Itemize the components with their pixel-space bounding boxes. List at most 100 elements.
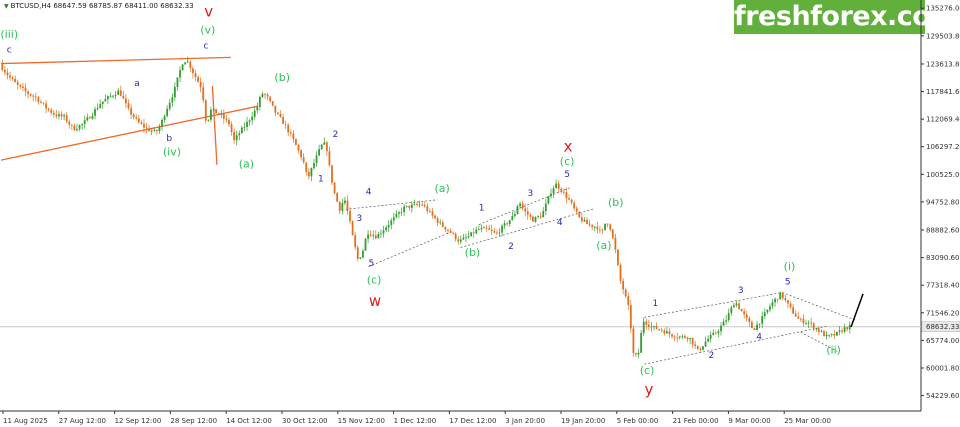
candle-body <box>184 62 187 65</box>
candle-body <box>823 331 825 337</box>
candle-body <box>784 298 787 301</box>
candle-body <box>289 132 292 134</box>
candle-body <box>421 204 424 206</box>
candle-body <box>204 100 207 121</box>
candle-body <box>828 334 831 336</box>
candle-body <box>292 133 295 140</box>
candle-body <box>359 257 362 259</box>
symbol-label: BTCUSD,H4 <box>10 2 52 10</box>
candle-body <box>377 233 380 239</box>
candle-body <box>112 95 114 97</box>
candle-body <box>186 61 189 63</box>
wave-label-minor: c <box>203 41 208 51</box>
candle-body <box>769 306 771 310</box>
candle-body <box>807 322 810 324</box>
candle-body <box>29 94 32 96</box>
candle-body <box>413 203 416 205</box>
candle-body <box>271 101 274 106</box>
candle-body <box>387 224 390 228</box>
candle-body <box>650 326 653 328</box>
candle-body <box>341 203 344 211</box>
y-tick-label: 135276.00 <box>926 5 960 13</box>
wave-label-primary: x <box>564 137 573 155</box>
candle-body <box>333 182 336 194</box>
candle-body <box>619 264 622 281</box>
x-tick-label: 5 Feb 00:00 <box>617 417 658 425</box>
candle-body <box>609 224 612 230</box>
wave-label-minor: 2 <box>333 130 339 140</box>
candle-body <box>140 122 143 124</box>
candle-body <box>431 211 434 216</box>
candle-body <box>580 217 583 222</box>
candle-body <box>189 61 192 69</box>
candle-body <box>258 97 261 107</box>
candle-body <box>374 235 377 239</box>
candle-body <box>686 337 689 340</box>
candle-body <box>429 211 431 212</box>
wave-label-minor: 3 <box>357 214 363 224</box>
candle-body <box>380 233 382 235</box>
candle-body <box>524 208 527 212</box>
candle-body <box>179 70 181 78</box>
candle-body <box>228 119 230 125</box>
candle-body <box>50 109 53 113</box>
candle-body <box>287 124 290 133</box>
candle-body <box>356 247 359 259</box>
candle-body <box>277 112 279 114</box>
impulse-segment <box>850 293 864 328</box>
high-value: 68785.87 <box>88 2 123 10</box>
candle-body <box>614 237 617 250</box>
candle-body <box>400 211 403 213</box>
y-tick-label: 60001.80 <box>926 364 959 372</box>
candle-body <box>210 109 212 120</box>
candle-body <box>838 330 841 332</box>
candle-body <box>699 348 702 350</box>
candle-body <box>596 226 599 230</box>
candle-body <box>503 223 506 226</box>
candle-body <box>148 128 151 132</box>
channel-line <box>460 208 594 248</box>
candle-body <box>617 249 619 265</box>
freshforex-logo: freshforex.com <box>734 0 958 34</box>
candle-body <box>313 163 315 168</box>
candle-body <box>94 109 96 116</box>
wave-label-intermediate: (i) <box>784 260 796 273</box>
candle-body <box>488 228 491 230</box>
wave-label-intermediate: (b) <box>608 196 624 209</box>
candle-body <box>743 311 746 315</box>
candle-body <box>477 229 480 231</box>
candle-body <box>323 142 326 145</box>
y-tick-label: 129503.80 <box>926 32 960 40</box>
wave-label-minor: 3 <box>738 286 744 296</box>
candle-body <box>771 302 774 307</box>
candle-body <box>727 312 730 321</box>
candle-body <box>606 223 609 225</box>
candle-body <box>655 326 658 330</box>
candle-body <box>266 94 269 97</box>
wave-label-primary: w <box>369 292 381 310</box>
candle-body <box>392 217 395 221</box>
candle-body <box>740 308 743 312</box>
wave-label-minor: 1 <box>318 175 324 185</box>
candle-body <box>21 86 24 88</box>
candle-body <box>58 114 60 117</box>
candle-body <box>830 334 833 335</box>
low-value: 68411.00 <box>124 2 159 10</box>
candle-body <box>720 325 722 332</box>
candle-body <box>423 205 426 207</box>
candle-body <box>490 229 493 232</box>
candle-body <box>382 230 385 234</box>
candle-body <box>653 326 655 327</box>
candle-body <box>774 298 776 303</box>
trend-line <box>0 56 231 65</box>
candle-body <box>550 193 552 197</box>
candle-body <box>395 213 398 218</box>
candle-body <box>753 328 756 331</box>
candle-body <box>560 188 563 192</box>
candle-body <box>143 123 145 128</box>
candle-body <box>516 206 519 215</box>
current-price-tag <box>921 321 960 332</box>
candle-body <box>495 232 498 234</box>
candle-body <box>328 151 331 166</box>
